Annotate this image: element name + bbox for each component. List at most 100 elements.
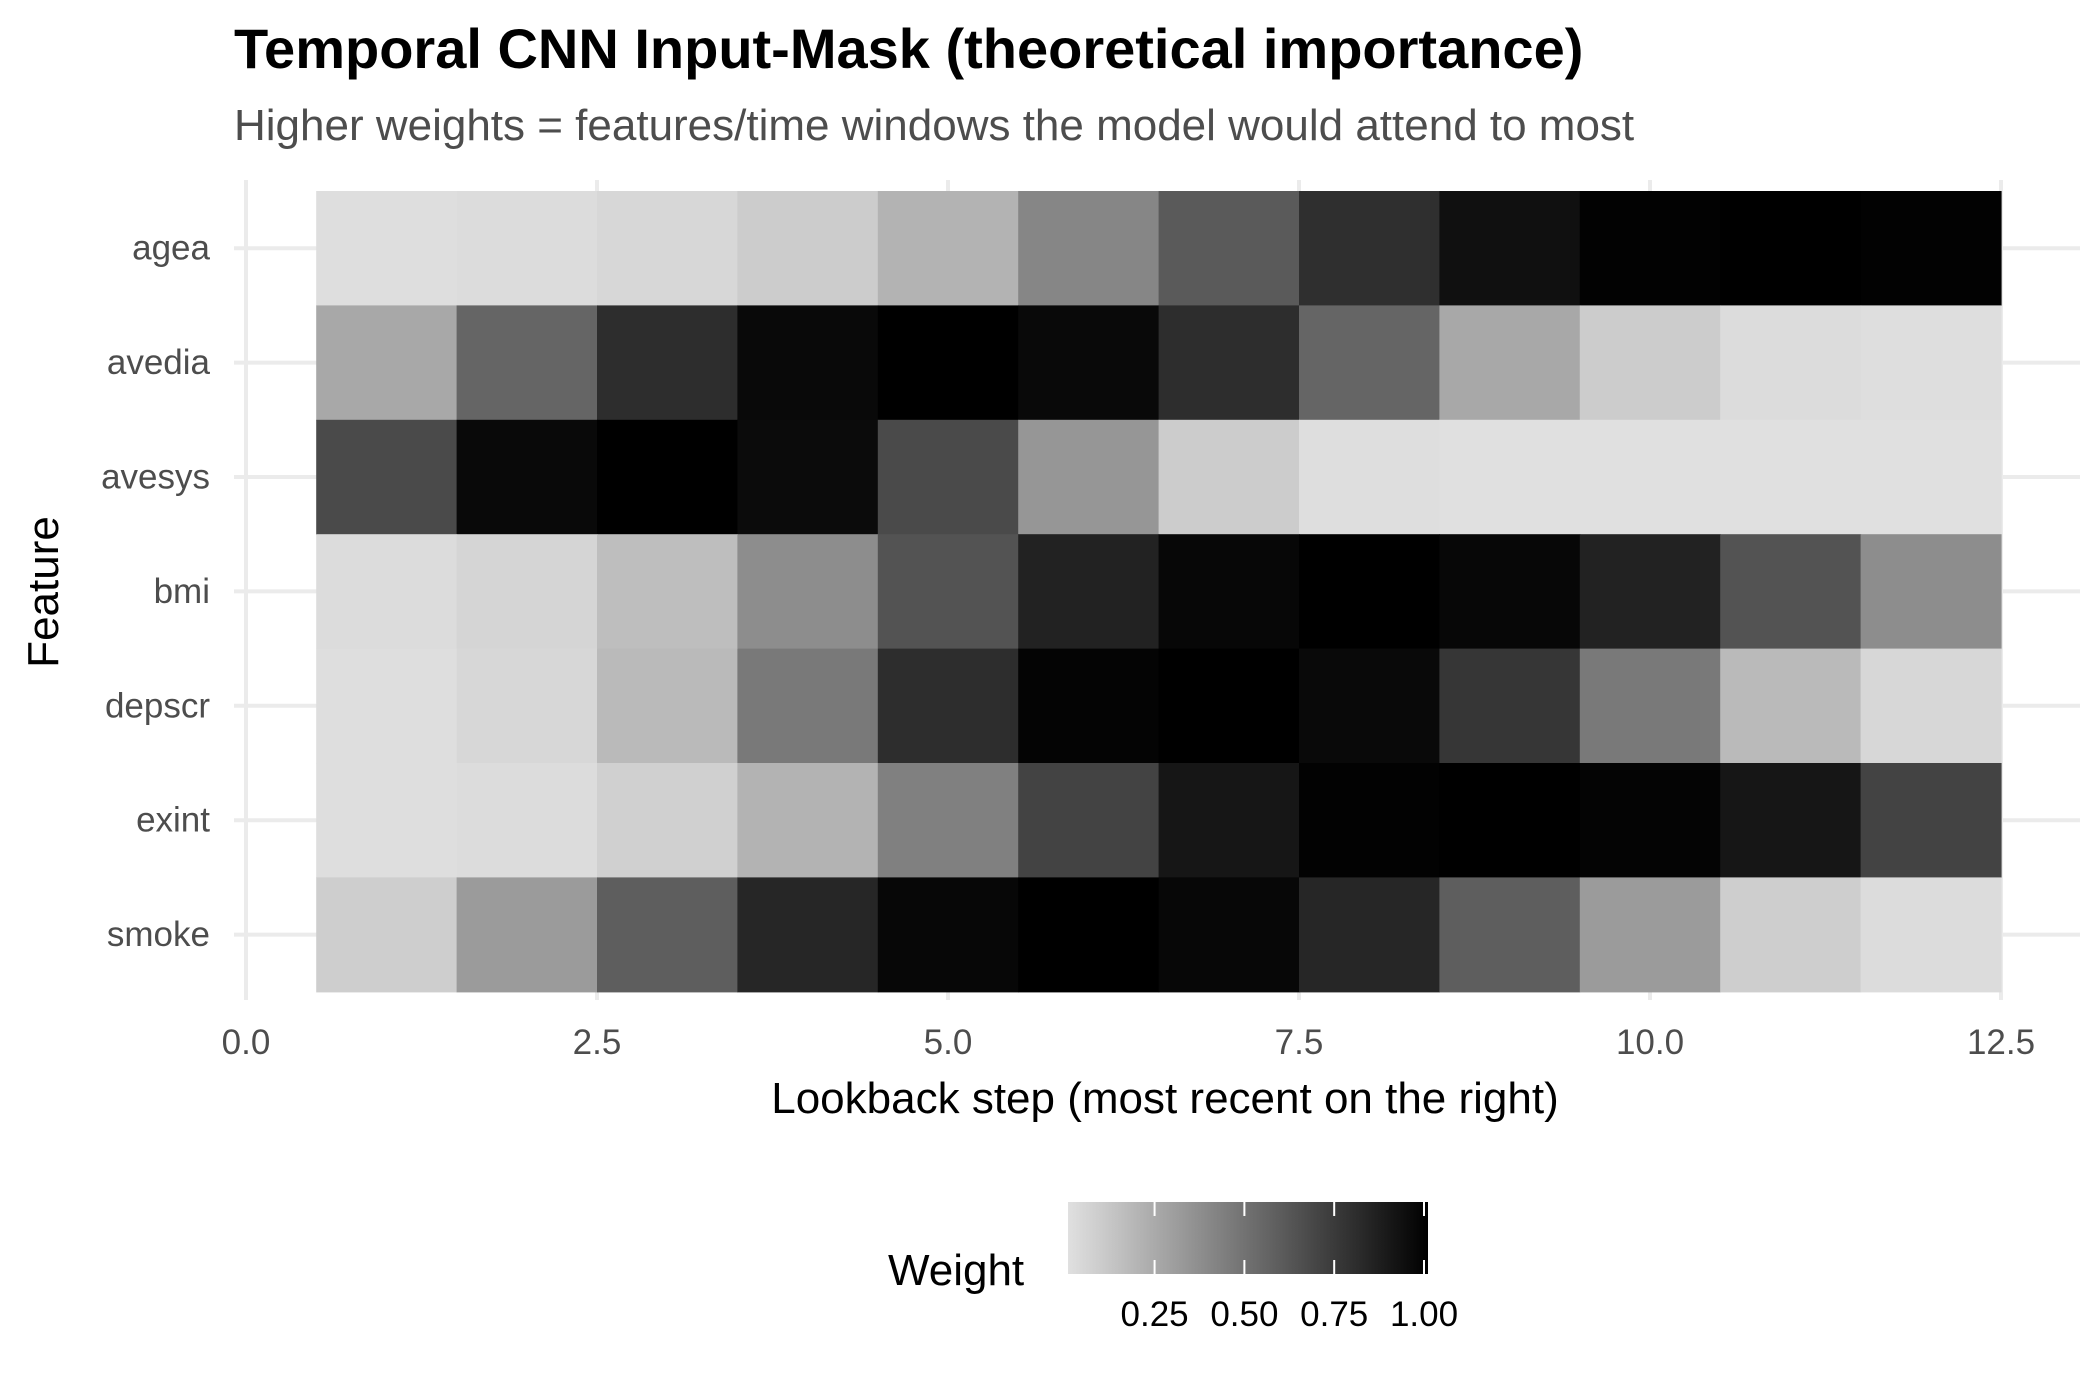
heatmap-cell (1860, 648, 2002, 764)
x-tick-label: 2.5 (573, 1023, 622, 1062)
heatmap-cell (1018, 648, 1160, 764)
legend-color-bar (1068, 1202, 1428, 1274)
heatmap-cell (1299, 305, 1440, 421)
y-tick-label: avedia (107, 343, 211, 382)
heatmap-cell (1720, 534, 1862, 650)
heatmap-cell (1579, 419, 1721, 535)
heatmap-cell (737, 191, 879, 306)
heatmap-cell (456, 877, 598, 993)
heatmap-cell (316, 763, 458, 878)
heatmap-cell (456, 534, 598, 650)
heatmap-cell (1860, 191, 2002, 306)
heatmap-cell (1439, 763, 1581, 878)
chart-title: Temporal CNN Input-Mask (theoretical imp… (234, 17, 1583, 80)
x-tick-label: 5.0 (924, 1023, 973, 1062)
heatmap-cell (1579, 648, 1721, 764)
heatmap-cell (597, 419, 738, 535)
heatmap-cell (316, 191, 458, 306)
y-tick-label: bmi (154, 572, 210, 611)
y-tick-label: avesys (101, 458, 210, 497)
heatmap-cell (1299, 648, 1440, 764)
y-tick-label: exint (136, 801, 210, 840)
chart-subtitle: Higher weights = features/time windows t… (234, 101, 1634, 150)
heatmap-cell (1299, 534, 1440, 650)
x-tick-label: 10.0 (1616, 1023, 1684, 1062)
heatmap-cell (1720, 648, 1862, 764)
heatmap-cell (1720, 877, 1862, 993)
heatmap-cell (1018, 419, 1160, 535)
heatmap-cell (1158, 763, 1300, 878)
heatmap-cell (1299, 763, 1440, 878)
heatmap-cell (456, 419, 598, 535)
heatmap-cell (877, 419, 1019, 535)
y-tick-label: smoke (107, 915, 210, 954)
heatmap-cell (1720, 419, 1862, 535)
heatmap-cell (597, 305, 738, 421)
heatmap-cell (1439, 305, 1581, 421)
y-tick-label: depscr (105, 686, 210, 725)
heatmap-cell (737, 877, 879, 993)
heatmap-cell (1299, 419, 1440, 535)
heatmap-cell (1158, 305, 1300, 421)
heatmap-cell (1018, 191, 1160, 306)
heatmap-cell (1579, 877, 1721, 993)
heatmap-cell (1439, 648, 1581, 764)
y-tick-label: agea (132, 229, 210, 268)
heatmap-cell (1439, 534, 1581, 650)
heatmap-cell (1579, 763, 1721, 878)
heatmap-cell (877, 534, 1019, 650)
heatmap-cell (1299, 191, 1440, 306)
legend-tick-label: 0.50 (1210, 1295, 1278, 1334)
heatmap-cell (1579, 191, 1721, 306)
heatmap-cell (737, 648, 879, 764)
heatmap-cell (1439, 191, 1581, 306)
heatmap-cell (1018, 534, 1160, 650)
heatmap-cell (456, 648, 598, 764)
heatmap-cell (597, 763, 738, 878)
legend-tick-label: 1.00 (1390, 1295, 1458, 1334)
heatmap-cell (316, 534, 458, 650)
heatmap-tiles (316, 191, 2002, 993)
heatmap-cell (597, 534, 738, 650)
heatmap-cell (737, 534, 879, 650)
heatmap-cell (456, 305, 598, 421)
heatmap-cell (877, 305, 1019, 421)
x-axis-ticks: 0.0 2.5 5.0 7.5 10.0 12.5 (222, 1023, 2035, 1062)
heatmap-cell (1158, 648, 1300, 764)
heatmap-cell (1860, 877, 2002, 993)
heatmap-cell (1860, 419, 2002, 535)
heatmap-cell (1720, 305, 1862, 421)
heatmap-cell (1860, 534, 2002, 650)
heatmap-cell (1860, 305, 2002, 421)
heatmap-cell (597, 648, 738, 764)
y-axis-title: Feature (19, 516, 68, 668)
heatmap-cell (877, 763, 1019, 878)
heatmap-cell (1018, 305, 1160, 421)
heatmap-cell (1299, 877, 1440, 993)
legend-title: Weight (888, 1246, 1024, 1295)
heatmap-cell (1158, 534, 1300, 650)
heatmap-cell (1579, 534, 1721, 650)
heatmap-cell (1158, 419, 1300, 535)
color-legend: Weight 0.25 0.50 0.75 1.00 (888, 1202, 1458, 1334)
legend-ticks: 0.25 0.50 0.75 1.00 (1121, 1202, 1458, 1334)
heatmap-cell (316, 648, 458, 764)
heatmap-cell (1860, 763, 2002, 878)
heatmap-cell (1439, 419, 1581, 535)
heatmap-cell (877, 877, 1019, 993)
heatmap-cell (1018, 763, 1160, 878)
heatmap-cell (1158, 191, 1300, 306)
heatmap-cell (1158, 877, 1300, 993)
x-tick-label: 7.5 (1275, 1023, 1324, 1062)
heatmap-cell (597, 191, 738, 306)
heatmap-cell (1018, 877, 1160, 993)
heatmap-cell (877, 648, 1019, 764)
heatmap-cell (456, 191, 598, 306)
heatmap-cell (1439, 877, 1581, 993)
heatmap-cell (456, 763, 598, 878)
heatmap-cell (316, 877, 458, 993)
heatmap-cell (1720, 191, 1862, 306)
legend-tick-label: 0.75 (1300, 1295, 1368, 1334)
heatmap-cell (1579, 305, 1721, 421)
